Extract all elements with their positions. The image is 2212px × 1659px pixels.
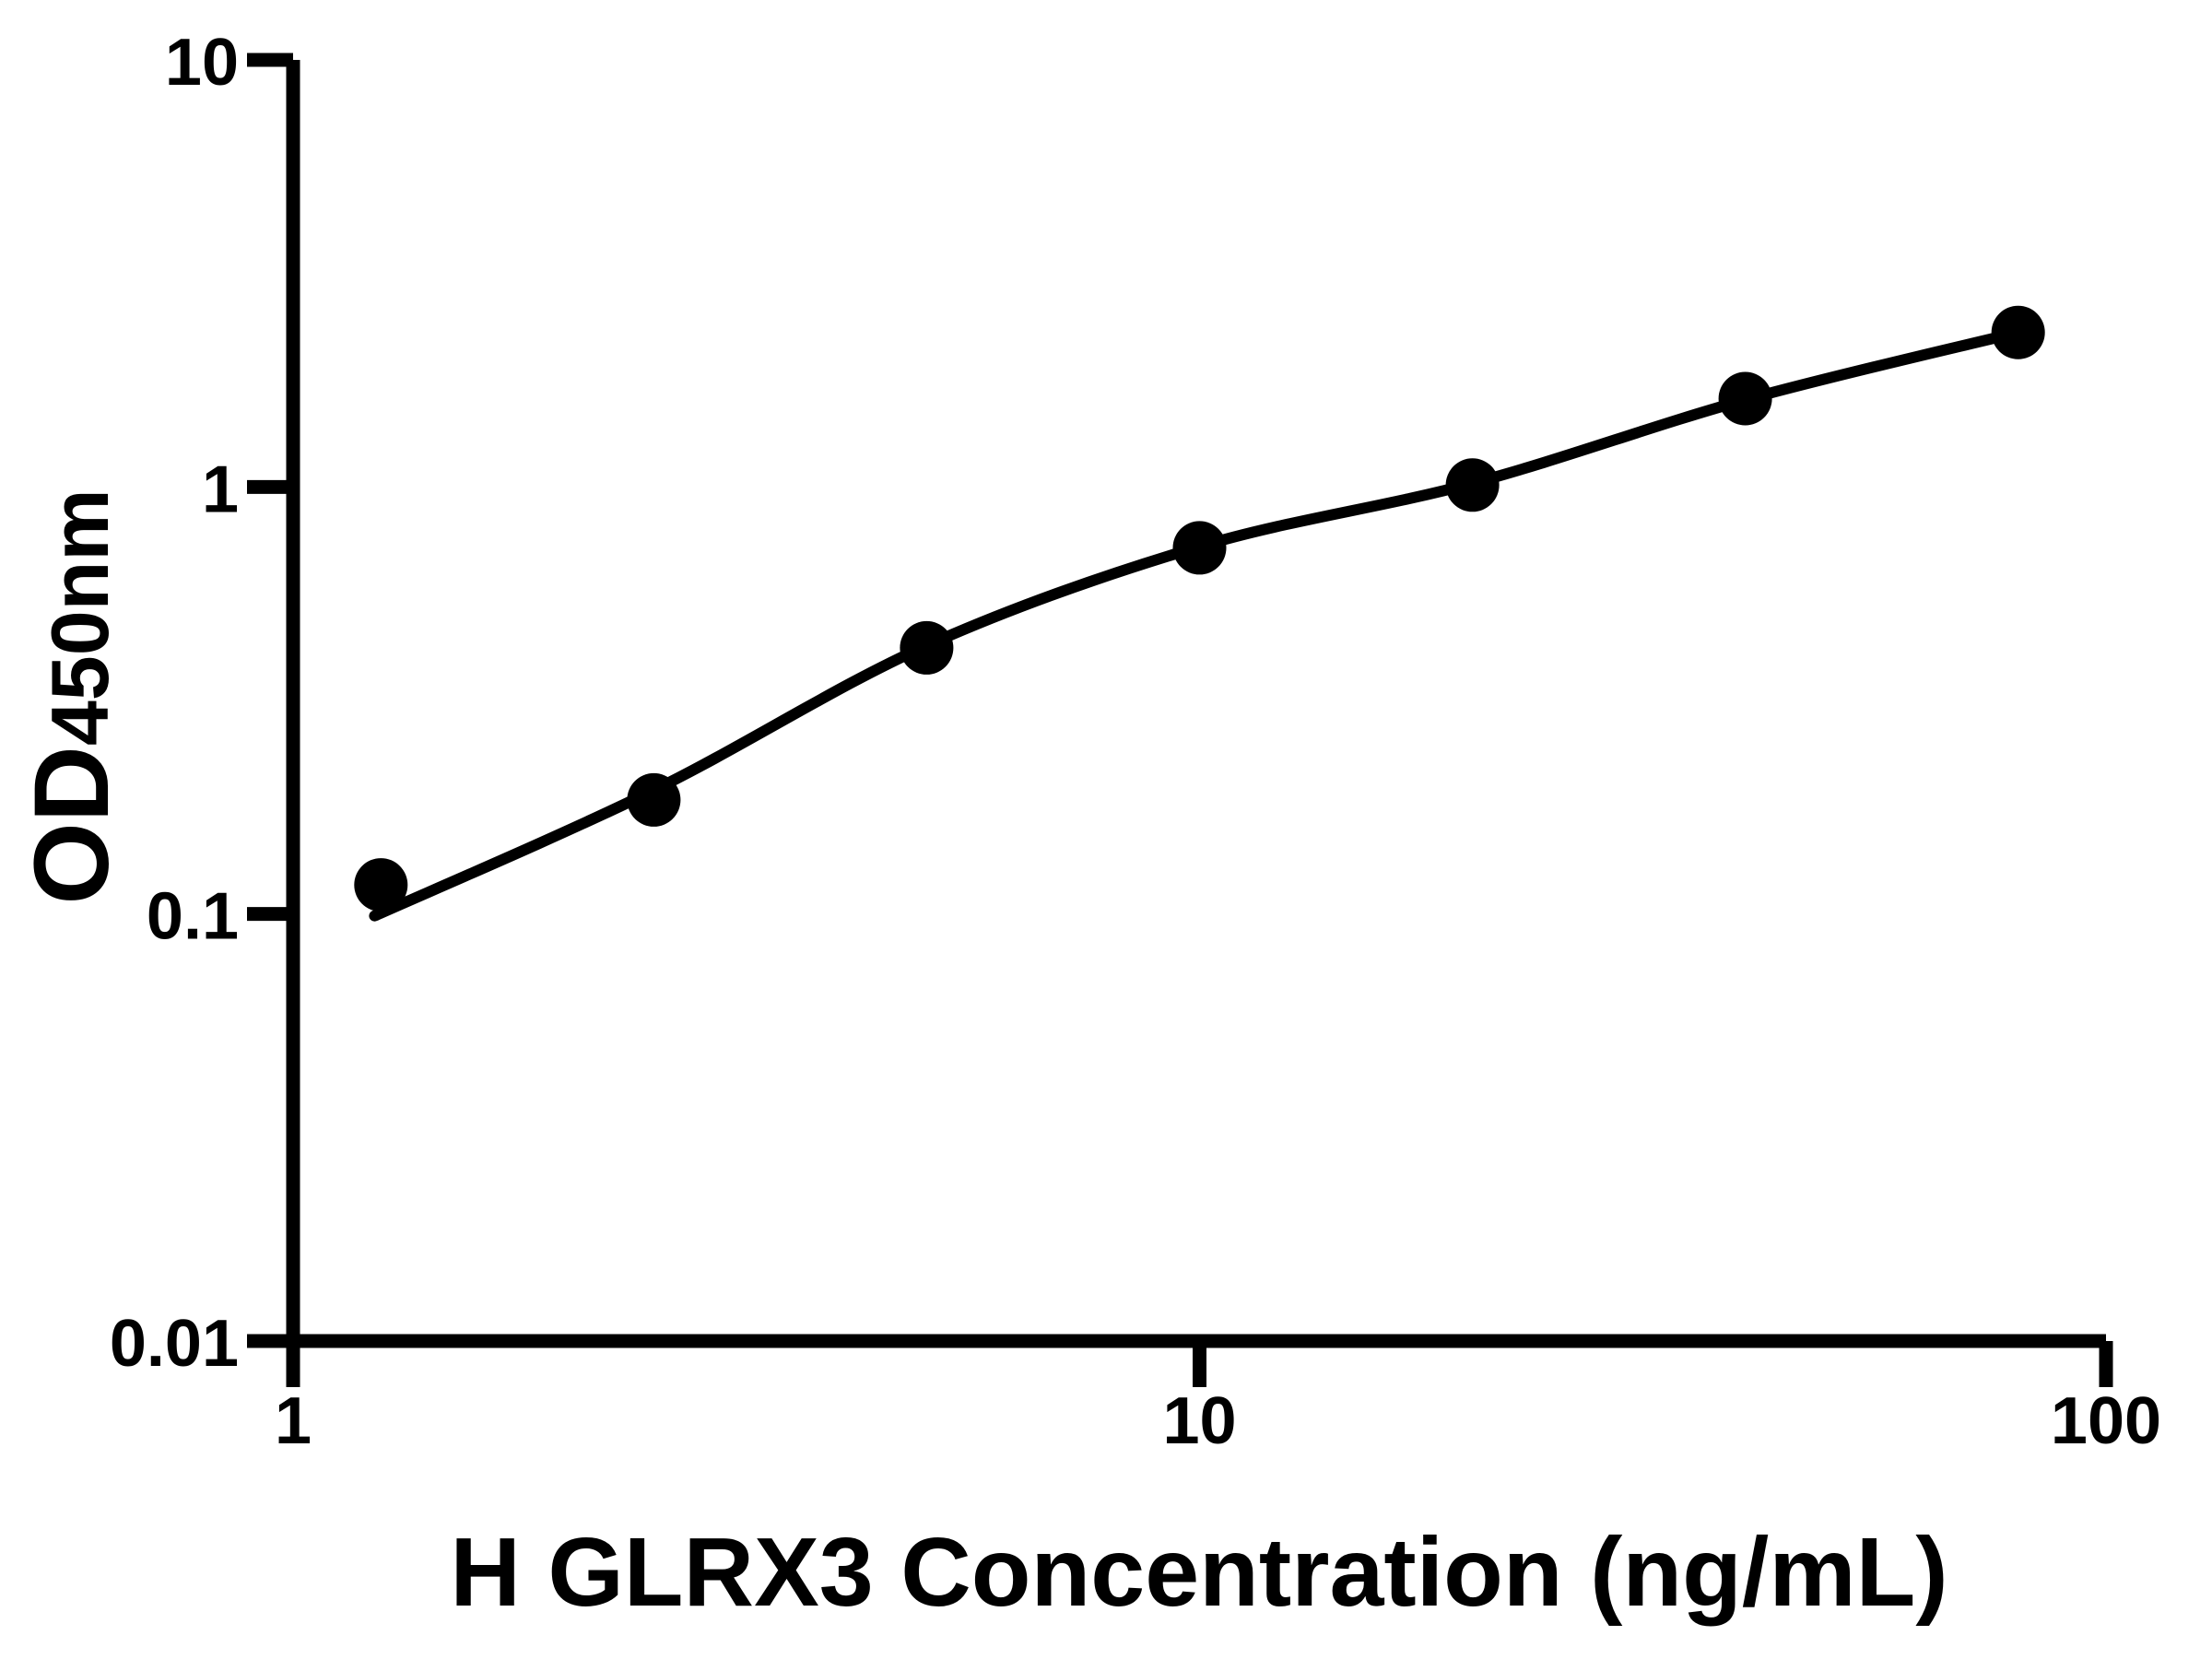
x-tick-label: 100: [2051, 1384, 2161, 1458]
data-point: [1172, 521, 1227, 575]
x-axis-tick-labels: 1 10 100: [275, 1384, 2161, 1458]
x-axis-ticks: [286, 1341, 2113, 1387]
y-axis-title: OD450nm: [13, 488, 131, 904]
data-point: [627, 772, 681, 827]
data-point: [1991, 305, 2045, 359]
y-axis-title-sub: 450nm: [34, 488, 125, 746]
y-axis-ticks: [247, 53, 293, 1348]
data-point: [1445, 458, 1500, 512]
y-tick-label: 1: [202, 453, 239, 526]
fit-curve-line: [369, 326, 2024, 922]
y-axis-title-main: OD: [13, 746, 131, 905]
data-point: [1718, 371, 1772, 426]
data-point: [354, 858, 408, 912]
x-tick-label: 10: [1162, 1384, 1236, 1458]
data-point: [900, 620, 954, 675]
y-tick-label: 0.01: [110, 1307, 239, 1381]
y-axis-tick-labels: 0.01 0.1 1 10: [110, 26, 239, 1381]
axes-frame: [286, 60, 2106, 1348]
y-tick-label: 0.1: [147, 880, 239, 954]
x-axis-title: H GLRX3 Concentration (ng/mL): [450, 1518, 1947, 1627]
y-tick-label: 10: [165, 26, 239, 100]
data-points: [354, 305, 2045, 912]
x-tick-label: 1: [275, 1384, 312, 1458]
